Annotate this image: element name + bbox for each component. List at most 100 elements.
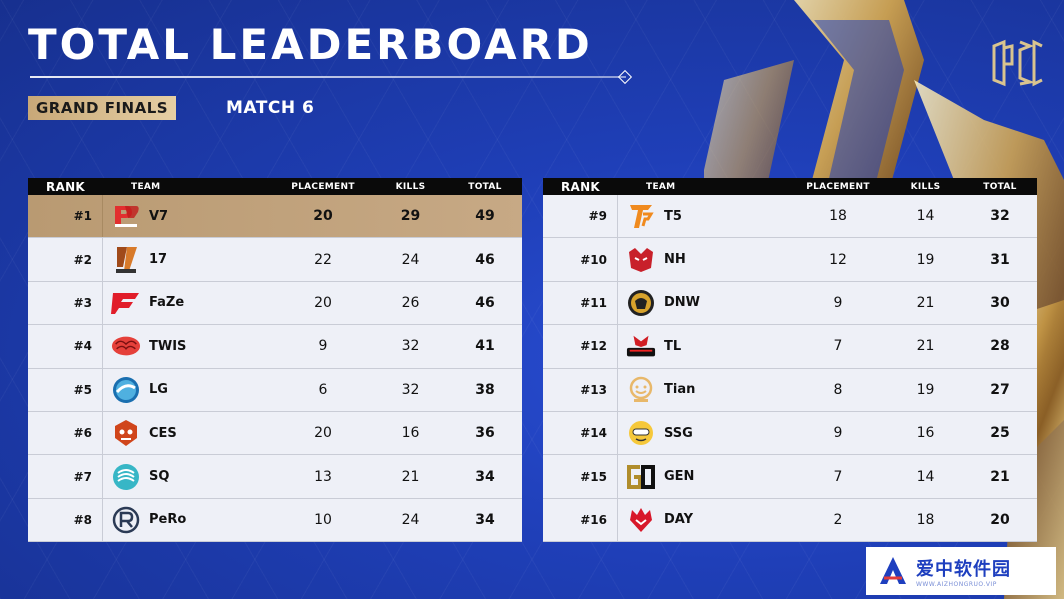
rank-cell: #11 (543, 281, 618, 325)
team-cell: PeRo (103, 505, 273, 535)
kills-cell: 19 (916, 251, 935, 268)
kills-cell: 24 (401, 251, 420, 268)
leaderboard-right: RANK TEAM PLACEMENT KILLS TOTAL #9 T5 18… (543, 178, 1037, 543)
table-row: #2 17 22 24 46 (28, 238, 522, 282)
placement-cell: 20 (313, 208, 333, 225)
team-name: SSG (664, 425, 693, 441)
team-name: CES (149, 425, 177, 441)
table-row: #3 FaZe 20 26 46 (28, 281, 522, 326)
ssg-logo-icon (626, 418, 656, 448)
placement-cell: 20 (314, 425, 332, 442)
pero-logo-icon (111, 505, 141, 535)
placement-header: PLACEMENT (806, 181, 870, 192)
ces-logo-icon (111, 418, 141, 448)
rank-cell: #6 (28, 411, 103, 455)
kills-cell: 19 (916, 381, 935, 398)
team-name: TWIS (149, 338, 187, 354)
total-cell: 46 (475, 251, 495, 268)
kills-header: KILLS (910, 181, 941, 192)
rank-cell: #12 (543, 325, 618, 368)
tyloo-logo-icon (626, 331, 656, 361)
placement-cell: 8 (833, 381, 843, 398)
team-cell: NH (618, 245, 788, 275)
pgc-logo-icon (992, 39, 1043, 87)
team-cell: LG (103, 375, 273, 405)
kills-cell: 21 (916, 338, 935, 355)
table-row: #10 NH 12 19 31 (543, 238, 1037, 282)
total-cell: 27 (990, 381, 1010, 398)
team-name: TL (664, 338, 682, 354)
rank-header: RANK (560, 179, 601, 194)
kills-cell: 14 (916, 468, 935, 485)
total-cell: 49 (475, 208, 495, 225)
team-cell: DNW (618, 288, 788, 318)
team-name: GEN (664, 469, 695, 485)
title-divider (30, 76, 626, 78)
rank-header: RANK (45, 179, 86, 194)
dnw-logo-icon (626, 288, 656, 318)
total-cell: 34 (475, 511, 495, 528)
placement-cell: 9 (833, 294, 843, 311)
team-cell: SQ (103, 462, 273, 492)
team-cell: FaZe (103, 288, 273, 318)
placement-cell: 7 (833, 468, 843, 485)
t5-logo-icon (626, 201, 656, 231)
team-cell: TL (618, 331, 788, 361)
placement-cell: 22 (314, 251, 332, 268)
table-row: #4 TWIS 9 32 41 (28, 325, 522, 369)
team-cell: T5 (618, 201, 788, 231)
team-header: TEAM (646, 181, 676, 192)
placement-cell: 13 (314, 468, 332, 485)
table-row: #1 V7 20 29 49 (28, 195, 522, 239)
rank-cell: #4 (28, 325, 103, 368)
team-name: DNW (664, 295, 701, 311)
total-header: TOTAL (983, 181, 1017, 192)
team-cell: DAY (618, 505, 788, 535)
watermark: 爱中软件园 WWW.AIZHONGRUO.VIP (866, 547, 1056, 595)
table-row: #6 CES 20 16 36 (28, 411, 522, 456)
kills-cell: 16 (916, 425, 935, 442)
kills-cell: 21 (401, 468, 420, 485)
total-cell: 25 (990, 425, 1010, 442)
table-row: #5 LG 6 32 38 (28, 368, 522, 412)
table-row: #16 DAY 2 18 20 (543, 498, 1037, 543)
rank-cell: #15 (543, 455, 618, 498)
watermark-url: WWW.AIZHONGRUO.VIP (916, 580, 997, 588)
leaderboard-left: RANK TEAM PLACEMENT KILLS TOTAL #1 V7 20… (28, 178, 522, 543)
rank-cell: #10 (543, 238, 618, 281)
placement-cell: 20 (314, 294, 332, 311)
rank-cell: #1 (28, 195, 103, 238)
total-cell: 30 (990, 294, 1010, 311)
twis-logo-icon (111, 331, 141, 361)
kills-cell: 32 (401, 338, 420, 355)
table-row: #7 SQ 13 21 34 (28, 455, 522, 499)
rank-cell: #14 (543, 411, 618, 455)
kills-cell: 21 (916, 294, 935, 311)
total-cell: 21 (990, 468, 1010, 485)
placement-cell: 12 (829, 251, 847, 268)
nh-logo-icon (626, 245, 656, 275)
table-row: #14 SSG 9 16 25 (543, 411, 1037, 456)
team-name: NH (664, 252, 686, 268)
rank-cell: #13 (543, 368, 618, 411)
team-name: PeRo (149, 512, 187, 528)
stage-badge: GRAND FINALS (28, 96, 177, 120)
rank-cell: #9 (543, 195, 618, 238)
placement-cell: 6 (318, 381, 328, 398)
placement-cell: 9 (318, 338, 328, 355)
team-cell: CES (103, 418, 273, 448)
table-row: #15 GEN 7 14 21 (543, 455, 1037, 499)
match-label: MATCH 6 (226, 98, 315, 118)
team-name: Tian (664, 382, 696, 398)
kills-cell: 32 (401, 381, 420, 398)
17-gaming-logo-icon (111, 245, 141, 275)
rank-cell: #3 (28, 281, 103, 325)
team-name: FaZe (149, 295, 185, 311)
placement-header: PLACEMENT (291, 181, 355, 192)
total-cell: 28 (990, 338, 1010, 355)
team-cell: Tian (618, 375, 788, 405)
placement-cell: 2 (833, 511, 843, 528)
gen-logo-icon (626, 462, 656, 492)
team-cell: 17 (103, 245, 273, 275)
tian-logo-icon (626, 375, 656, 405)
